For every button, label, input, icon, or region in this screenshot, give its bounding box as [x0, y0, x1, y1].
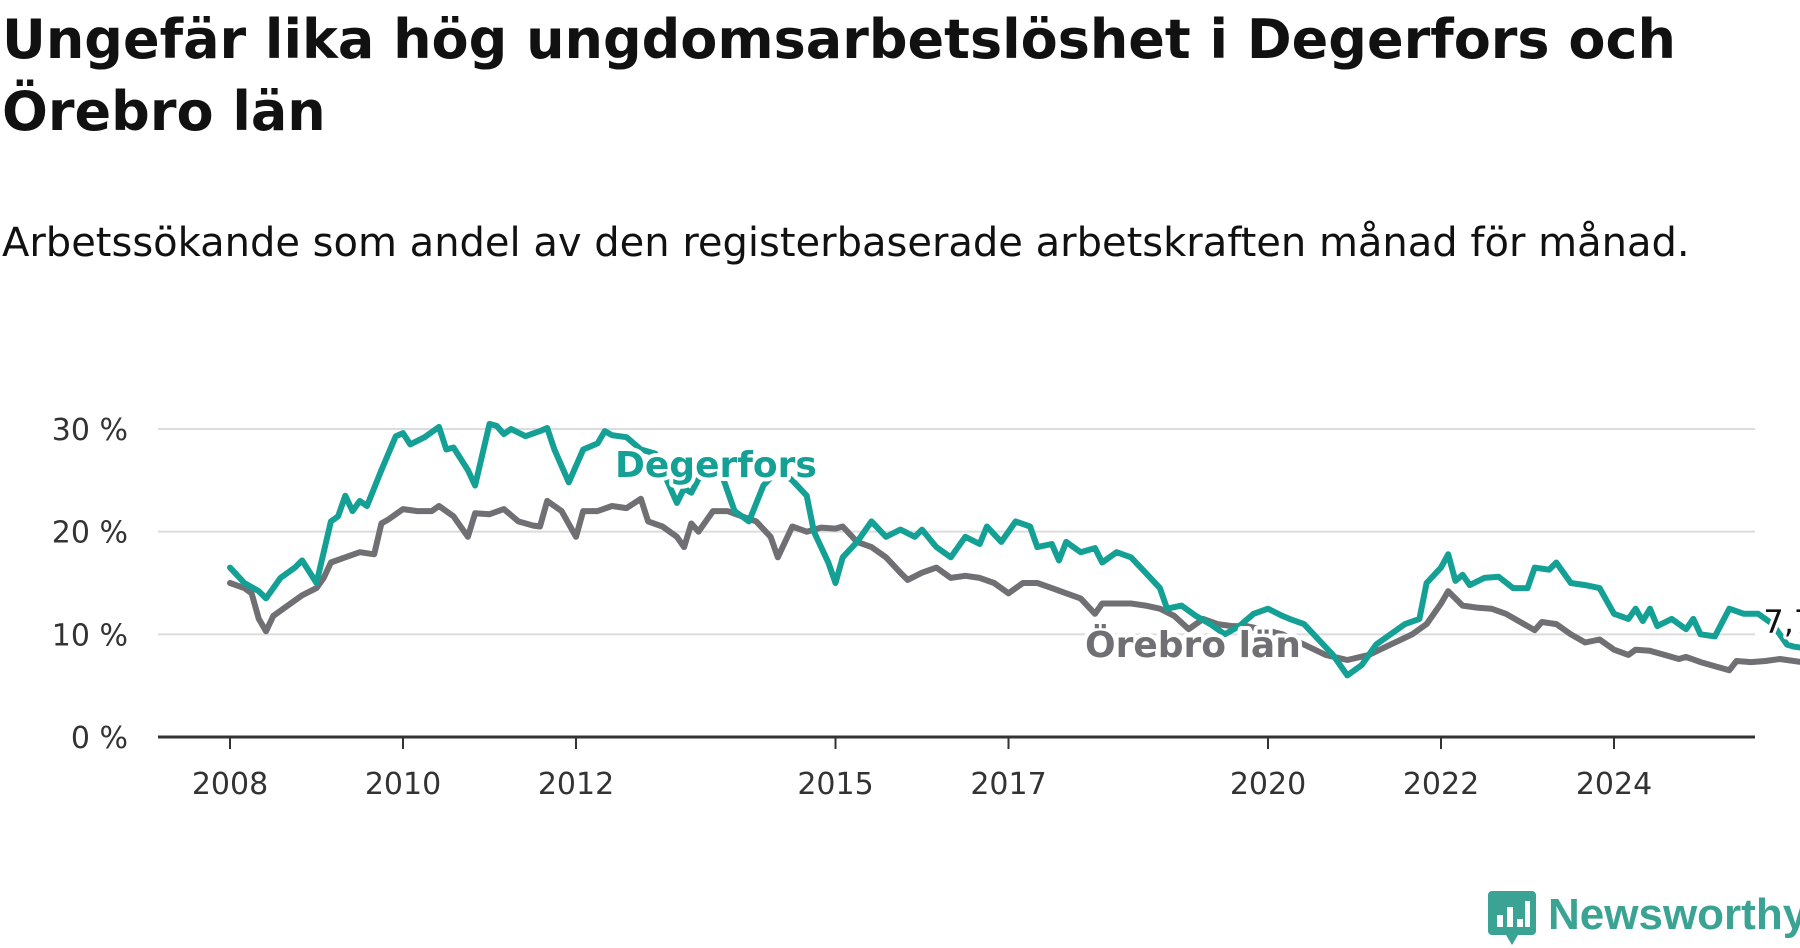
- bar-chart-speech-bubble-icon: [1488, 891, 1536, 945]
- x-tick-label: 2022: [1403, 767, 1479, 802]
- series-line-orebro-lan: [227, 495, 1800, 674]
- x-tick-label: 2017: [970, 767, 1046, 802]
- y-tick-label: 30 %: [52, 413, 128, 448]
- series-labels: Degerfors Örebro län 7,7 %: [611, 441, 1800, 670]
- x-tick-label: 2024: [1576, 767, 1652, 802]
- gridlines: [158, 428, 1755, 739]
- y-tick-label: 10 %: [52, 618, 128, 653]
- y-axis-ticks: 0 % 10 % 20 % 30 %: [52, 413, 128, 756]
- y-tick-label: 20 %: [52, 516, 128, 551]
- x-tick-label: 2020: [1230, 767, 1306, 802]
- brand-name: Newsworthy: [1548, 890, 1800, 939]
- series-label-degerfors: Degerfors: [615, 445, 817, 486]
- x-axis-ticks: 2008 2010 2012 2015 2017 2020 2022 2024: [192, 737, 1652, 802]
- newsworthy-logo: Newsworthy: [1488, 885, 1800, 945]
- chart-title: Ungefär lika hög ungdomsarbetslöshet i D…: [2, 8, 1676, 143]
- x-tick-label: 2012: [538, 767, 614, 802]
- series-label-orebro-lan: Örebro län: [1085, 624, 1301, 666]
- x-tick-label: 2015: [797, 767, 873, 802]
- x-tick-label: 2010: [365, 767, 441, 802]
- chart-subtitle: Arbetssökande som andel av den registerb…: [2, 220, 1690, 266]
- series-lines: [227, 420, 1800, 679]
- end-value-label: 7,7 %: [1763, 603, 1800, 641]
- y-tick-label: 0 %: [71, 721, 128, 756]
- x-tick-label: 2008: [192, 767, 268, 802]
- series-line-degerfors: [227, 420, 1800, 679]
